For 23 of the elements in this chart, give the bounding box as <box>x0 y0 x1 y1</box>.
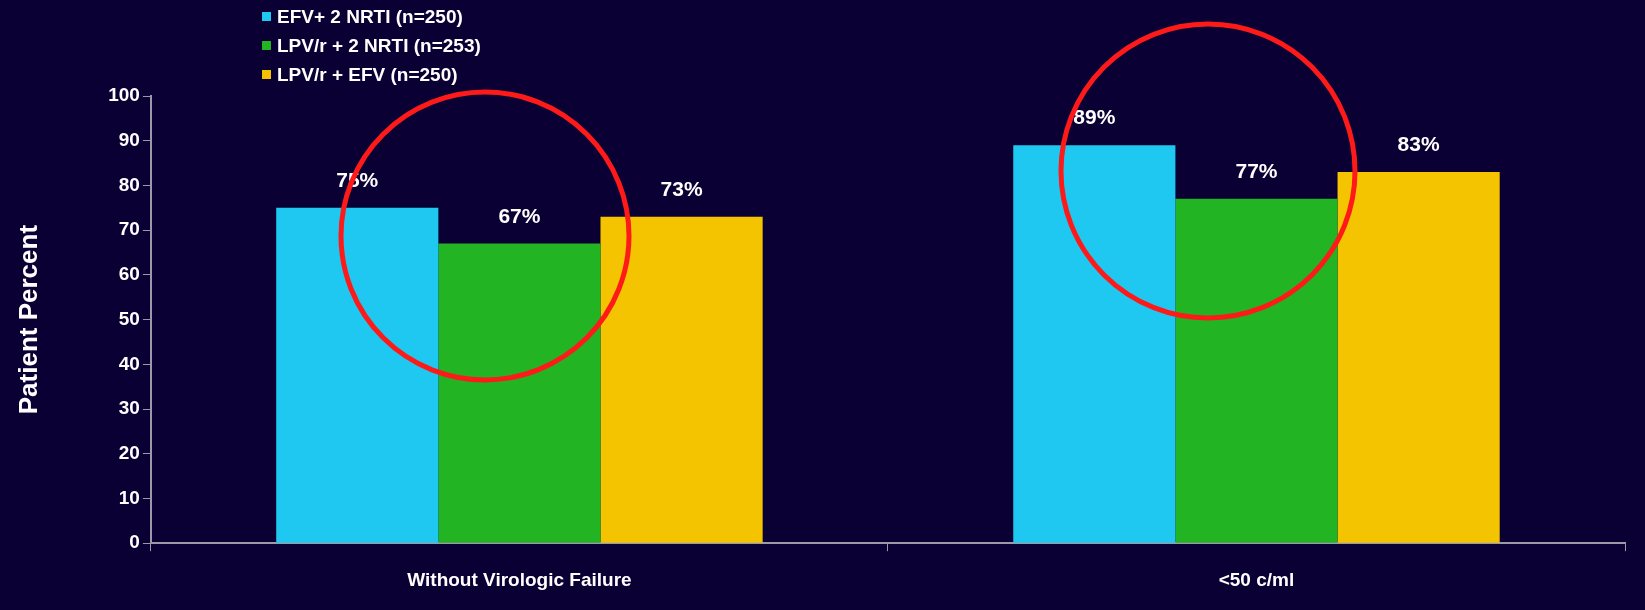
y-tick-label: 90 <box>118 128 140 150</box>
data-label: 89% <box>1073 105 1116 129</box>
y-tick-label: 0 <box>129 531 140 553</box>
legend-label: LPV/r + 2 NRTI (n=253) <box>277 34 481 57</box>
data-label: 83% <box>1397 132 1440 156</box>
data-label: 73% <box>660 177 703 201</box>
y-tick-label: 60 <box>118 263 140 285</box>
y-tick-label: 20 <box>118 441 140 463</box>
y-tick-label: 80 <box>118 173 140 195</box>
legend-label: EFV+ 2 NRTI (n=250) <box>277 5 463 28</box>
y-tick-label: 70 <box>118 218 140 240</box>
y-tick-label: 30 <box>118 397 140 419</box>
y-tick-label: 50 <box>118 307 140 329</box>
x-tick-label: <50 c/ml <box>1218 568 1295 590</box>
x-tick-label: Without Virologic Failure <box>407 568 632 590</box>
data-label: 77% <box>1235 159 1278 183</box>
legend-label: LPV/r + EFV (n=250) <box>277 63 458 86</box>
y-tick-label: 100 <box>108 84 140 106</box>
y-axis-title: Patient Percent <box>12 224 43 415</box>
data-label: 67% <box>498 203 541 227</box>
y-tick-label: 40 <box>118 352 140 374</box>
y-tick-label: 10 <box>118 486 140 508</box>
bar <box>1337 172 1500 543</box>
